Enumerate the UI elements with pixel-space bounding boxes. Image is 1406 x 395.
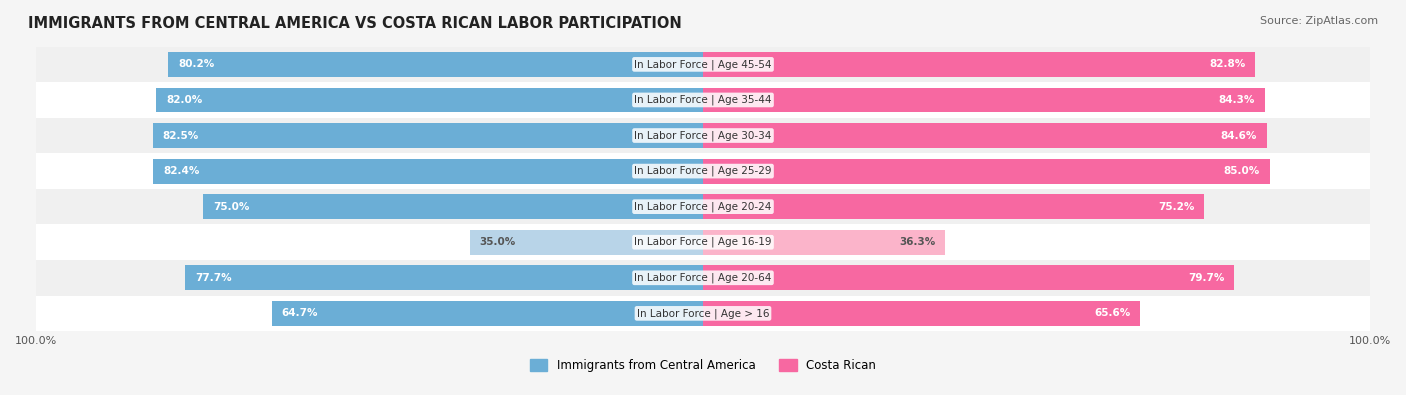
Bar — [470, 230, 703, 255]
Text: Source: ZipAtlas.com: Source: ZipAtlas.com — [1260, 16, 1378, 26]
Bar — [37, 295, 1369, 331]
Bar — [37, 260, 1369, 295]
Legend: Immigrants from Central America, Costa Rican: Immigrants from Central America, Costa R… — [524, 354, 882, 376]
Bar — [37, 82, 1369, 118]
Bar — [37, 189, 1369, 224]
Text: 80.2%: 80.2% — [179, 59, 215, 70]
Bar — [169, 52, 703, 77]
Bar — [156, 88, 703, 113]
Bar — [153, 123, 703, 148]
Text: IMMIGRANTS FROM CENTRAL AMERICA VS COSTA RICAN LABOR PARTICIPATION: IMMIGRANTS FROM CENTRAL AMERICA VS COSTA… — [28, 16, 682, 31]
Bar — [271, 301, 703, 326]
Bar — [703, 301, 1140, 326]
Text: In Labor Force | Age 30-34: In Labor Force | Age 30-34 — [634, 130, 772, 141]
Text: 82.8%: 82.8% — [1209, 59, 1246, 70]
Bar — [703, 159, 1270, 184]
Bar — [202, 194, 703, 219]
Text: 75.2%: 75.2% — [1159, 202, 1195, 212]
Bar — [703, 52, 1256, 77]
Text: In Labor Force | Age 45-54: In Labor Force | Age 45-54 — [634, 59, 772, 70]
Text: 79.7%: 79.7% — [1188, 273, 1225, 283]
Text: In Labor Force | Age 35-44: In Labor Force | Age 35-44 — [634, 95, 772, 105]
Text: 84.3%: 84.3% — [1219, 95, 1256, 105]
Bar — [37, 153, 1369, 189]
Bar — [703, 230, 945, 255]
Bar — [37, 47, 1369, 82]
Text: 82.0%: 82.0% — [166, 95, 202, 105]
Text: 82.5%: 82.5% — [163, 130, 200, 141]
Bar — [703, 194, 1205, 219]
Text: 77.7%: 77.7% — [195, 273, 232, 283]
Text: In Labor Force | Age 16-19: In Labor Force | Age 16-19 — [634, 237, 772, 248]
Text: 85.0%: 85.0% — [1223, 166, 1260, 176]
Bar — [37, 118, 1369, 153]
Bar — [184, 265, 703, 290]
Text: In Labor Force | Age 25-29: In Labor Force | Age 25-29 — [634, 166, 772, 176]
Text: 36.3%: 36.3% — [898, 237, 935, 247]
Text: 84.6%: 84.6% — [1220, 130, 1257, 141]
Bar — [37, 224, 1369, 260]
Text: 65.6%: 65.6% — [1094, 308, 1130, 318]
Text: 64.7%: 64.7% — [281, 308, 318, 318]
Text: In Labor Force | Age 20-64: In Labor Force | Age 20-64 — [634, 273, 772, 283]
Text: 35.0%: 35.0% — [479, 237, 516, 247]
Bar — [703, 123, 1267, 148]
Text: 82.4%: 82.4% — [163, 166, 200, 176]
Text: In Labor Force | Age 20-24: In Labor Force | Age 20-24 — [634, 201, 772, 212]
Text: 75.0%: 75.0% — [212, 202, 249, 212]
Bar — [153, 159, 703, 184]
Text: In Labor Force | Age > 16: In Labor Force | Age > 16 — [637, 308, 769, 319]
Bar — [703, 88, 1265, 113]
Bar — [703, 265, 1234, 290]
